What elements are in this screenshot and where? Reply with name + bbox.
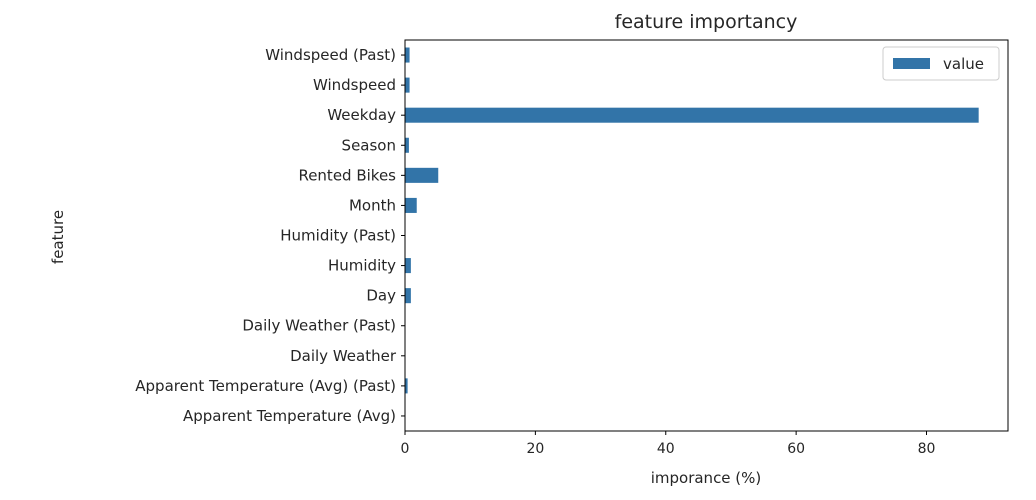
x-tick-label: 80 xyxy=(918,441,936,457)
bar xyxy=(405,107,979,123)
y-tick-label: Windspeed xyxy=(313,76,396,94)
y-tick-label: Daily Weather xyxy=(290,347,397,365)
y-tick-label: Daily Weather (Past) xyxy=(242,317,396,335)
y-tick-label: Rented Bikes xyxy=(298,166,396,184)
y-tick-label: Month xyxy=(349,196,396,214)
bar xyxy=(405,288,411,304)
y-axis-label: feature xyxy=(49,210,67,264)
y-tick-label: Season xyxy=(342,136,396,154)
y-tick-label: Apparent Temperature (Avg) xyxy=(183,407,396,425)
x-tick-label: 20 xyxy=(526,441,544,457)
y-tick-label: Windspeed (Past) xyxy=(265,46,396,64)
bars-group xyxy=(405,47,979,394)
x-axis-label: imporance (%) xyxy=(651,469,762,487)
x-tick-label: 40 xyxy=(657,441,675,457)
bar xyxy=(405,378,408,394)
y-tick-label: Humidity (Past) xyxy=(280,227,396,245)
legend: value xyxy=(882,46,1000,81)
y-tick-label: Humidity xyxy=(328,257,396,275)
bar xyxy=(405,137,409,153)
bar xyxy=(405,258,411,274)
plot-frame xyxy=(404,39,1009,432)
legend-box xyxy=(882,46,1000,81)
y-tick-label: Weekday xyxy=(327,106,396,124)
x-tick-label: 0 xyxy=(401,441,410,457)
y-tick-labels: Apparent Temperature (Avg) Apparent Tempe… xyxy=(135,46,405,425)
y-tick-label: Apparent Temperature (Avg) (Past) xyxy=(135,377,396,395)
bar xyxy=(405,47,410,63)
bar xyxy=(405,197,417,213)
x-ticks: 0 20 40 60 80 xyxy=(401,431,936,457)
x-tick-label: 60 xyxy=(787,441,805,457)
legend-swatch xyxy=(893,58,930,69)
legend-label: value xyxy=(943,55,984,73)
chart-title: feature importancy xyxy=(615,11,798,33)
bar xyxy=(405,167,439,183)
bar xyxy=(405,77,410,93)
y-tick-label: Day xyxy=(366,287,396,305)
